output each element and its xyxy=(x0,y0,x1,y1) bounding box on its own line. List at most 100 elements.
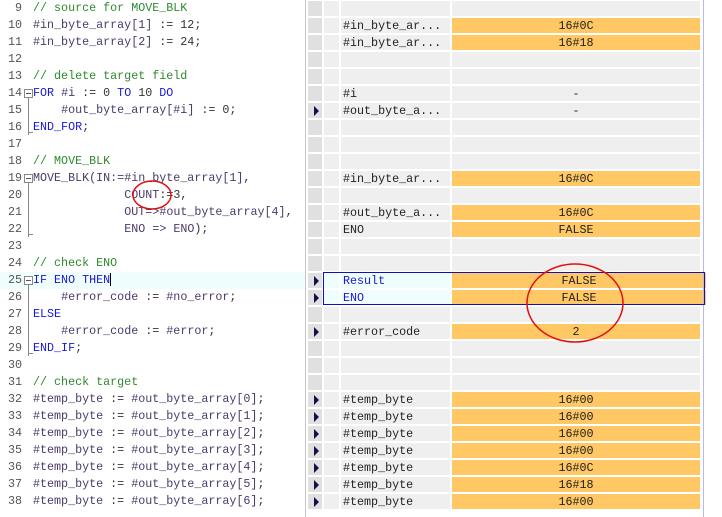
row-marker-cell[interactable] xyxy=(308,341,322,356)
code-line[interactable]: 36 #temp_byte := #out_byte_array[4]; xyxy=(0,459,305,476)
code-line[interactable]: 19 MOVE_BLK(IN:=#in_byte_array[1], xyxy=(0,170,305,187)
code-text[interactable]: #temp_byte := #out_byte_array[4]; xyxy=(33,459,264,476)
code-line[interactable]: 22 ENO => ENO); xyxy=(0,221,305,238)
code-line[interactable]: 18 // MOVE_BLK xyxy=(0,153,305,170)
code-line[interactable]: 33 #temp_byte := #out_byte_array[1]; xyxy=(0,408,305,425)
row-marker-cell[interactable] xyxy=(308,494,322,509)
code-text[interactable]: ELSE xyxy=(33,306,61,323)
code-text[interactable]: ENO => ENO); xyxy=(124,221,208,238)
code-line[interactable]: 35 #temp_byte := #out_byte_array[3]; xyxy=(0,442,305,459)
row-marker-cell[interactable] xyxy=(308,188,322,203)
monitor-row[interactable]: #out_byte_a... - xyxy=(306,102,722,119)
code-text[interactable]: OUT=>#out_byte_array[4], xyxy=(124,204,292,221)
code-line[interactable]: 15 #out_byte_array[#i] := 0; xyxy=(0,102,305,119)
monitor-row[interactable] xyxy=(306,374,722,391)
code-text[interactable]: #temp_byte := #out_byte_array[0]; xyxy=(33,391,264,408)
monitor-row[interactable] xyxy=(306,136,722,153)
monitor-row[interactable]: Result FALSE xyxy=(306,272,722,289)
monitor-row[interactable] xyxy=(306,68,722,85)
code-line[interactable]: 32 #temp_byte := #out_byte_array[0]; xyxy=(0,391,305,408)
code-line[interactable]: 37 #temp_byte := #out_byte_array[5]; xyxy=(0,476,305,493)
monitor-row[interactable] xyxy=(306,187,722,204)
row-marker-cell[interactable] xyxy=(308,256,322,271)
row-marker-cell[interactable] xyxy=(308,477,322,492)
row-marker-cell[interactable] xyxy=(308,86,322,101)
row-marker-cell[interactable] xyxy=(308,18,322,33)
row-marker-cell[interactable] xyxy=(308,103,322,118)
code-text[interactable]: // MOVE_BLK xyxy=(33,153,110,170)
monitor-row[interactable]: #in_byte_ar... 16#0C xyxy=(306,170,722,187)
row-marker-cell[interactable] xyxy=(308,375,322,390)
code-text[interactable]: #temp_byte := #out_byte_array[3]; xyxy=(33,442,264,459)
pane-divider[interactable] xyxy=(305,0,306,517)
monitor-row[interactable]: #temp_byte 16#00 xyxy=(306,408,722,425)
code-text[interactable]: #in_byte_array[1] := 12; xyxy=(33,17,201,34)
code-line[interactable]: 12 xyxy=(0,51,305,68)
row-marker-cell[interactable] xyxy=(308,290,322,305)
monitor-row[interactable]: #temp_byte 16#18 xyxy=(306,476,722,493)
row-marker-cell[interactable] xyxy=(308,273,322,288)
code-text[interactable]: #error_code := #no_error; xyxy=(61,289,236,306)
code-line[interactable]: 26 #error_code := #no_error; xyxy=(0,289,305,306)
code-text[interactable]: MOVE_BLK(IN:=#in_byte_array[1], xyxy=(33,170,250,187)
row-marker-cell[interactable] xyxy=(308,307,322,322)
row-marker-cell[interactable] xyxy=(308,52,322,67)
row-marker-cell[interactable] xyxy=(308,154,322,169)
monitor-row[interactable]: ENO FALSE xyxy=(306,289,722,306)
monitor-row[interactable] xyxy=(306,51,722,68)
row-marker-cell[interactable] xyxy=(308,358,322,373)
code-line[interactable]: 21 OUT=>#out_byte_array[4], xyxy=(0,204,305,221)
row-marker-cell[interactable] xyxy=(308,392,322,407)
monitor-row[interactable] xyxy=(306,0,722,17)
code-text[interactable]: // source for MOVE_BLK xyxy=(33,0,187,17)
row-marker-cell[interactable] xyxy=(308,120,322,135)
code-line[interactable]: 28 #error_code := #error; xyxy=(0,323,305,340)
code-text[interactable]: // check target xyxy=(33,374,138,391)
monitor-row[interactable] xyxy=(306,340,722,357)
row-marker-cell[interactable] xyxy=(308,239,322,254)
monitor-row[interactable]: #temp_byte 16#00 xyxy=(306,425,722,442)
code-text[interactable]: // check ENO xyxy=(33,255,117,272)
code-text[interactable]: #temp_byte := #out_byte_array[6]; xyxy=(33,493,264,510)
monitor-row[interactable] xyxy=(306,238,722,255)
monitor-row[interactable] xyxy=(306,255,722,272)
code-text[interactable]: #temp_byte := #out_byte_array[1]; xyxy=(33,408,264,425)
code-text[interactable]: COUNT:=3, xyxy=(124,187,187,204)
row-marker-cell[interactable] xyxy=(308,460,322,475)
code-line[interactable]: 38 #temp_byte := #out_byte_array[6]; xyxy=(0,493,305,510)
monitor-row[interactable]: #temp_byte 16#0C xyxy=(306,459,722,476)
code-line[interactable]: 34 #temp_byte := #out_byte_array[2]; xyxy=(0,425,305,442)
code-line[interactable]: 27 ELSE xyxy=(0,306,305,323)
monitor-row[interactable] xyxy=(306,153,722,170)
code-text[interactable]: IF ENO THEN xyxy=(33,272,112,289)
code-text[interactable]: #temp_byte := #out_byte_array[2]; xyxy=(33,425,264,442)
monitor-row[interactable]: #temp_byte 16#00 xyxy=(306,391,722,408)
monitor-row[interactable]: #temp_byte 16#00 xyxy=(306,442,722,459)
code-line[interactable]: 17 xyxy=(0,136,305,153)
row-marker-cell[interactable] xyxy=(308,426,322,441)
monitor-row[interactable] xyxy=(306,306,722,323)
code-line[interactable]: 24 // check ENO xyxy=(0,255,305,272)
code-text[interactable]: // delete target field xyxy=(33,68,187,85)
code-line[interactable]: 14 FOR #i := 0 TO 10 DO xyxy=(0,85,305,102)
code-line[interactable]: 11 #in_byte_array[2] := 24; xyxy=(0,34,305,51)
monitor-row[interactable]: #error_code 2 xyxy=(306,323,722,340)
code-text[interactable]: #out_byte_array[#i] := 0; xyxy=(61,102,236,119)
row-marker-cell[interactable] xyxy=(308,171,322,186)
code-text[interactable]: #temp_byte := #out_byte_array[5]; xyxy=(33,476,264,493)
code-text[interactable]: END_FOR; xyxy=(33,119,89,136)
row-marker-cell[interactable] xyxy=(308,137,322,152)
code-line[interactable]: 23 xyxy=(0,238,305,255)
code-line[interactable]: 10 #in_byte_array[1] := 12; xyxy=(0,17,305,34)
code-line[interactable]: 16 END_FOR; xyxy=(0,119,305,136)
row-marker-cell[interactable] xyxy=(308,409,322,424)
code-text[interactable]: FOR #i := 0 TO 10 DO xyxy=(33,85,173,102)
code-line[interactable]: 20 COUNT:=3, xyxy=(0,187,305,204)
monitor-row[interactable]: #temp_byte 16#00 xyxy=(306,493,722,510)
row-marker-cell[interactable] xyxy=(308,69,322,84)
code-text[interactable]: #in_byte_array[2] := 24; xyxy=(33,34,201,51)
monitor-row[interactable]: #in_byte_ar... 16#18 xyxy=(306,34,722,51)
row-marker-cell[interactable] xyxy=(308,1,322,16)
monitor-row[interactable] xyxy=(306,119,722,136)
